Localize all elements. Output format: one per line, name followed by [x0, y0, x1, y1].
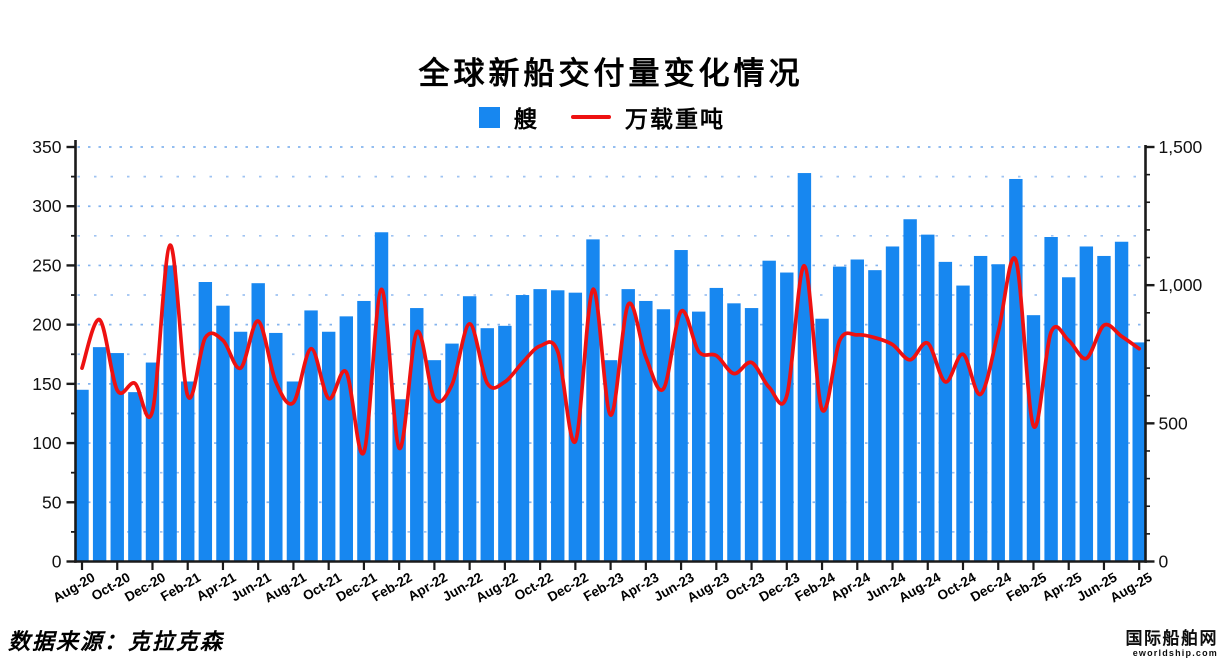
data-source-note: 数据来源：克拉克森 [8, 629, 225, 654]
bar [973, 255, 988, 562]
y-axis-left-tick-label: 250 [32, 255, 61, 275]
x-axis-tick-label: Feb-24 [792, 569, 838, 604]
bar [163, 265, 177, 562]
bar [321, 331, 336, 562]
y-axis-right-tick-label: 500 [1159, 413, 1188, 433]
page-title: 全球新船交付量变化情况 [418, 56, 804, 91]
bar [1097, 255, 1111, 562]
chart-legend: 艘 万载重吨 [0, 100, 1222, 134]
y-axis-left-tick-label: 0 [52, 552, 62, 572]
bar [533, 289, 547, 562]
bar [304, 310, 318, 562]
x-axis-tick-label: Feb-21 [158, 569, 204, 604]
legend-line-label: 万载重吨 [625, 107, 725, 132]
bar [885, 246, 900, 562]
bar [780, 272, 794, 562]
bar [286, 381, 301, 562]
bar [515, 295, 530, 562]
bar [374, 232, 389, 562]
bar [850, 259, 864, 562]
y-axis-left-tick-label: 100 [32, 433, 61, 453]
bar [233, 331, 248, 562]
bar [903, 219, 917, 562]
bar [181, 381, 195, 562]
x-axis-tick-label: Feb-25 [1004, 569, 1050, 604]
bar [709, 287, 724, 562]
bar [815, 318, 829, 562]
bar [427, 360, 442, 562]
bar [216, 305, 230, 562]
bar [445, 343, 459, 562]
y-axis-right-tick-label: 1,500 [1159, 137, 1203, 157]
legend-bar-label: 艘 [514, 107, 539, 132]
bar [1079, 246, 1094, 562]
bar [339, 316, 353, 562]
bar [956, 285, 970, 562]
bar [692, 311, 706, 562]
bar [1062, 277, 1076, 562]
watermark-site-name: 国际船舶网 [1125, 629, 1218, 648]
y-axis-right-tick-label: 0 [1159, 552, 1169, 572]
x-axis-tick-label: Dec-23 [756, 569, 802, 604]
site-watermark: 国际船舶网 eworldship.com [1125, 629, 1219, 659]
bar [75, 389, 89, 562]
bar [128, 392, 142, 562]
legend-line-swatch [571, 115, 611, 119]
y-axis-left-tick-label: 300 [32, 196, 61, 216]
bar [832, 266, 847, 562]
x-axis-tick-label: Dec-24 [968, 569, 1014, 604]
legend-bar-swatch [479, 106, 500, 128]
bar [656, 309, 671, 562]
x-axis-tick-label: Aug-20 [50, 570, 97, 606]
bar [921, 234, 935, 562]
bar [145, 362, 160, 562]
bar [1114, 241, 1129, 562]
y-axis-left-tick-label: 50 [42, 492, 62, 512]
bar [251, 283, 265, 562]
y-axis-left-tick-label: 200 [32, 315, 61, 335]
bar [551, 290, 565, 562]
bar [198, 282, 213, 562]
bar [357, 300, 371, 562]
bar [1044, 237, 1058, 562]
y-axis-left-tick-label: 150 [32, 374, 61, 394]
y-axis-left-tick-label: 350 [32, 137, 61, 157]
bar [727, 303, 741, 562]
x-axis-tick-label: Dec-20 [122, 570, 168, 605]
x-axis-tick-label: Feb-22 [369, 570, 414, 605]
bar [498, 325, 512, 562]
bar [1026, 315, 1041, 562]
bar [462, 296, 477, 562]
bar [674, 250, 688, 562]
bar [92, 347, 107, 562]
dwt-line [80, 243, 1142, 456]
bar [410, 308, 424, 562]
bar [744, 308, 759, 562]
bar [568, 292, 583, 562]
bar [797, 173, 812, 562]
x-axis-tick-label: Feb-23 [581, 569, 627, 604]
bar [762, 260, 776, 562]
bar [1009, 178, 1023, 562]
x-axis-tick-label: Dec-22 [545, 570, 591, 605]
x-axis-tick-label: Dec-21 [334, 569, 380, 604]
watermark-site-url: eworldship.com [1132, 648, 1218, 658]
bar [1132, 342, 1146, 562]
bar [110, 353, 124, 562]
bar [868, 270, 882, 562]
bar [938, 261, 953, 562]
bar [621, 289, 635, 562]
y-axis-right-tick-label: 1,000 [1159, 275, 1203, 295]
